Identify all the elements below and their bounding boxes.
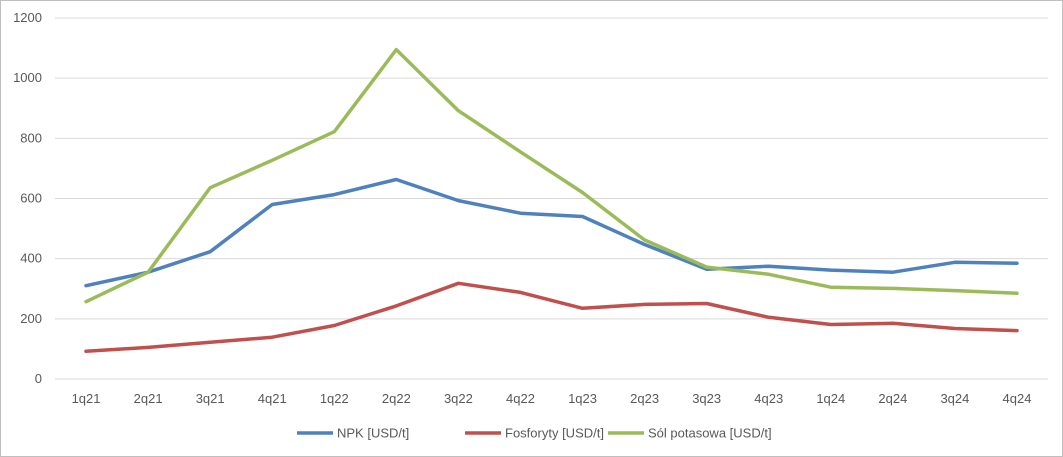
x-tick-label: 3q24 [940,391,969,406]
legend-label: NPK [USD/t] [337,426,409,441]
series-lines [84,47,1019,354]
x-tick-label: 4q21 [258,391,287,406]
x-tick-label: 4q22 [506,391,535,406]
gridlines [55,17,1048,320]
x-tick-label: 4q23 [754,391,783,406]
series-line-0 [84,177,1019,288]
x-axis-ticks: 1q21 2q21 3q21 4q21 1q22 2q22 3q22 4q22 1q23 2q23… [72,391,1032,406]
y-tick-label: 600 [20,191,42,206]
x-tick-label: 2q23 [630,391,659,406]
x-tick-label: 1q24 [816,391,845,406]
y-tick-label: 200 [20,311,42,326]
x-tick-label: 4q24 [1003,391,1032,406]
x-tick-label: 2q24 [878,391,907,406]
x-tick-label: 1q22 [320,391,349,406]
y-tick-label: 0 [35,371,42,386]
legend-label: Sól potasowa [USD/t] [648,426,772,441]
x-tick-label: 2q22 [382,391,411,406]
y-tick-label: 1200 [13,10,42,25]
x-tick-label: 3q21 [196,391,225,406]
x-tick-label: 1q21 [72,391,101,406]
y-tick-label: 800 [20,130,42,145]
x-tick-label: 3q22 [444,391,473,406]
x-tick-label: 1q23 [568,391,597,406]
series-line-2 [84,47,1019,304]
x-tick-label: 2q21 [134,391,163,406]
y-tick-label: 1000 [13,70,42,85]
legend: NPK [USD/t] Fosforyty [USD/t] Sól potasowa… [297,426,772,441]
y-axis-ticks: 0 200 400 600 800 1000 1200 [13,10,42,386]
series-line-1 [84,281,1019,354]
x-tick-label: 3q23 [692,391,721,406]
legend-label: Fosforyty [USD/t] [505,426,604,441]
y-tick-label: 400 [20,251,42,266]
